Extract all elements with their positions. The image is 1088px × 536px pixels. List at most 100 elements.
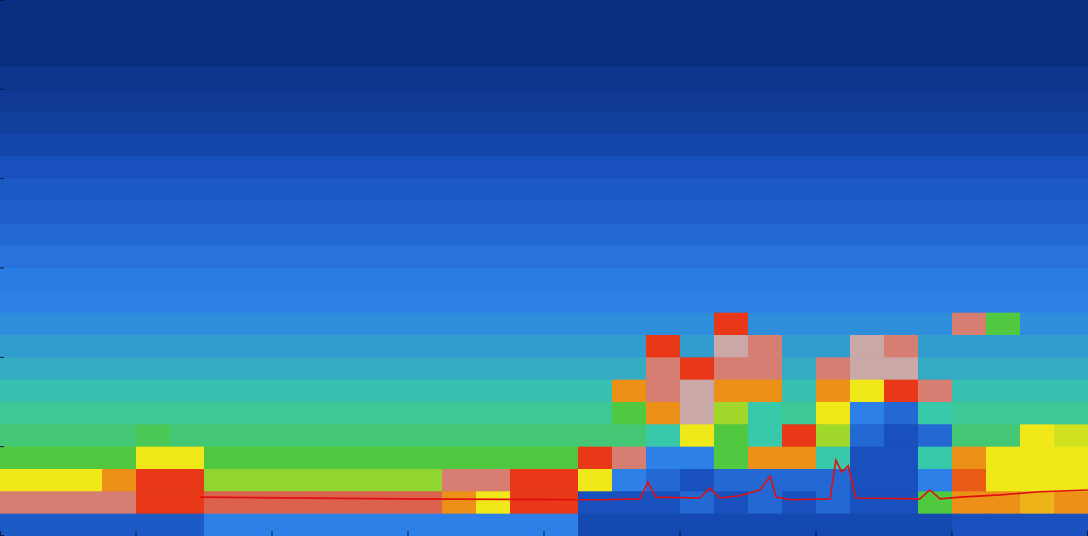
heat-cell bbox=[1054, 201, 1088, 224]
heat-cell bbox=[102, 402, 137, 425]
heat-cell bbox=[102, 0, 137, 23]
heat-cell bbox=[612, 357, 647, 380]
heat-cell bbox=[646, 223, 681, 246]
heat-cell bbox=[612, 447, 647, 470]
heat-cell bbox=[952, 112, 987, 135]
heat-cell bbox=[918, 268, 953, 291]
heat-cell bbox=[340, 491, 375, 514]
heat-cell bbox=[918, 156, 953, 179]
heat-cell bbox=[170, 335, 205, 358]
heat-cell bbox=[306, 246, 341, 269]
heat-cell bbox=[748, 156, 783, 179]
heat-cell bbox=[510, 380, 545, 403]
heat-cell bbox=[884, 246, 919, 269]
heat-cell bbox=[238, 112, 273, 135]
heat-cell bbox=[748, 290, 783, 313]
heat-cell bbox=[612, 313, 647, 336]
heat-cell bbox=[272, 179, 307, 202]
heat-cell bbox=[34, 469, 69, 492]
heat-cell bbox=[442, 67, 477, 90]
heat-cell bbox=[0, 0, 35, 23]
heat-cell bbox=[408, 469, 443, 492]
heat-cell bbox=[1054, 268, 1088, 291]
heat-cell bbox=[612, 0, 647, 23]
heat-cell bbox=[102, 134, 137, 157]
heat-cell bbox=[170, 179, 205, 202]
heat-cell bbox=[612, 335, 647, 358]
heat-cell bbox=[374, 89, 409, 112]
heat-cell bbox=[510, 156, 545, 179]
heat-cell bbox=[136, 201, 171, 224]
heat-cell bbox=[578, 22, 613, 45]
heat-cell bbox=[0, 246, 35, 269]
heat-cell bbox=[272, 112, 307, 135]
heat-cell bbox=[0, 67, 35, 90]
heat-cell bbox=[544, 246, 579, 269]
heat-cell bbox=[170, 67, 205, 90]
heat-cell bbox=[646, 0, 681, 23]
heat-cell bbox=[782, 491, 817, 514]
heat-cell bbox=[306, 201, 341, 224]
heat-cell bbox=[952, 514, 987, 536]
heat-cell bbox=[884, 22, 919, 45]
heat-cell bbox=[578, 313, 613, 336]
heat-cell bbox=[510, 179, 545, 202]
heat-cell bbox=[102, 201, 137, 224]
heat-cell bbox=[578, 89, 613, 112]
heat-cell bbox=[986, 246, 1021, 269]
heat-cell bbox=[612, 223, 647, 246]
heat-cell bbox=[680, 89, 715, 112]
heat-cell bbox=[918, 313, 953, 336]
heat-cell bbox=[306, 112, 341, 135]
heat-cell bbox=[102, 491, 137, 514]
heat-cell bbox=[408, 313, 443, 336]
heat-cell bbox=[1054, 22, 1088, 45]
heat-cell bbox=[136, 357, 171, 380]
heat-cell bbox=[408, 424, 443, 447]
heat-cell bbox=[136, 179, 171, 202]
heat-cell bbox=[714, 112, 749, 135]
heat-cell bbox=[850, 424, 885, 447]
heat-cell bbox=[544, 424, 579, 447]
heat-cell bbox=[340, 335, 375, 358]
heat-cell bbox=[578, 357, 613, 380]
heat-cell bbox=[748, 268, 783, 291]
heat-cell bbox=[340, 67, 375, 90]
heat-cell bbox=[306, 67, 341, 90]
heat-cell bbox=[578, 134, 613, 157]
heat-cell bbox=[510, 268, 545, 291]
heat-cell bbox=[714, 313, 749, 336]
heat-cell bbox=[68, 45, 103, 68]
heat-cell bbox=[374, 402, 409, 425]
heat-cell bbox=[340, 179, 375, 202]
heat-cell bbox=[510, 0, 545, 23]
heat-cell bbox=[544, 402, 579, 425]
heat-cell bbox=[986, 380, 1021, 403]
heat-cell bbox=[544, 179, 579, 202]
heat-cell bbox=[374, 112, 409, 135]
heat-cell bbox=[34, 89, 69, 112]
heat-cell bbox=[646, 201, 681, 224]
heat-cell bbox=[1020, 447, 1055, 470]
heat-cell bbox=[986, 89, 1021, 112]
heat-cell bbox=[782, 89, 817, 112]
heat-cell bbox=[340, 201, 375, 224]
heat-cell bbox=[68, 380, 103, 403]
heat-cell bbox=[204, 357, 239, 380]
heat-cell bbox=[510, 357, 545, 380]
heat-cell bbox=[306, 22, 341, 45]
heat-cell bbox=[340, 290, 375, 313]
heat-cell bbox=[510, 514, 545, 536]
heat-cell bbox=[0, 268, 35, 291]
heat-cell bbox=[0, 22, 35, 45]
heat-cell bbox=[204, 268, 239, 291]
heat-cell bbox=[476, 268, 511, 291]
heat-cell bbox=[918, 469, 953, 492]
heat-cell bbox=[204, 424, 239, 447]
heat-cell bbox=[102, 45, 137, 68]
heat-cell bbox=[204, 335, 239, 358]
heat-cell bbox=[340, 424, 375, 447]
heat-cell bbox=[714, 156, 749, 179]
heat-cell bbox=[1020, 380, 1055, 403]
heat-cell bbox=[782, 402, 817, 425]
